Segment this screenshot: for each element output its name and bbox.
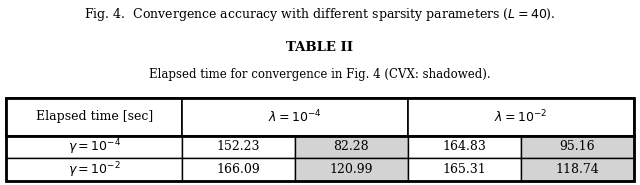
Bar bbox=[521, 158, 634, 181]
Text: 118.74: 118.74 bbox=[556, 163, 599, 176]
Bar bbox=[6, 98, 182, 136]
Text: 120.99: 120.99 bbox=[330, 163, 373, 176]
Bar bbox=[6, 98, 634, 181]
Text: 165.31: 165.31 bbox=[442, 163, 486, 176]
Bar bbox=[6, 136, 182, 158]
Text: $\gamma = 10^{-4}$: $\gamma = 10^{-4}$ bbox=[68, 137, 121, 157]
Text: 152.23: 152.23 bbox=[217, 140, 260, 154]
Bar bbox=[295, 136, 408, 158]
Text: $\gamma = 10^{-2}$: $\gamma = 10^{-2}$ bbox=[68, 160, 120, 180]
Text: 164.83: 164.83 bbox=[442, 140, 486, 154]
Bar bbox=[521, 136, 634, 158]
Text: $\lambda = 10^{-4}$: $\lambda = 10^{-4}$ bbox=[268, 108, 322, 125]
Text: $\lambda = 10^{-2}$: $\lambda = 10^{-2}$ bbox=[494, 108, 547, 125]
Text: Elapsed time [sec]: Elapsed time [sec] bbox=[36, 110, 153, 123]
Text: Fig. 4.  Convergence accuracy with different sparsity parameters ($L = 40$).: Fig. 4. Convergence accuracy with differ… bbox=[84, 6, 556, 23]
Bar bbox=[295, 158, 408, 181]
Bar bbox=[408, 136, 521, 158]
Text: 82.28: 82.28 bbox=[333, 140, 369, 154]
Bar bbox=[6, 158, 182, 181]
Text: Elapsed time for convergence in Fig. 4 (CVX: shadowed).: Elapsed time for convergence in Fig. 4 (… bbox=[149, 68, 491, 81]
Bar bbox=[408, 98, 634, 136]
Bar bbox=[182, 98, 408, 136]
Bar bbox=[182, 158, 295, 181]
Text: TABLE II: TABLE II bbox=[287, 41, 353, 54]
Text: 95.16: 95.16 bbox=[559, 140, 595, 154]
Text: 166.09: 166.09 bbox=[216, 163, 260, 176]
Bar bbox=[408, 158, 521, 181]
Bar bbox=[182, 136, 295, 158]
